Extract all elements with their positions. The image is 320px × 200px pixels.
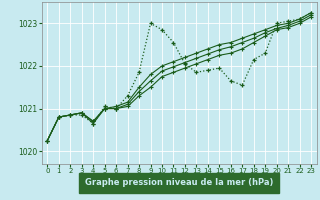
X-axis label: Graphe pression niveau de la mer (hPa): Graphe pression niveau de la mer (hPa) [85,178,273,187]
